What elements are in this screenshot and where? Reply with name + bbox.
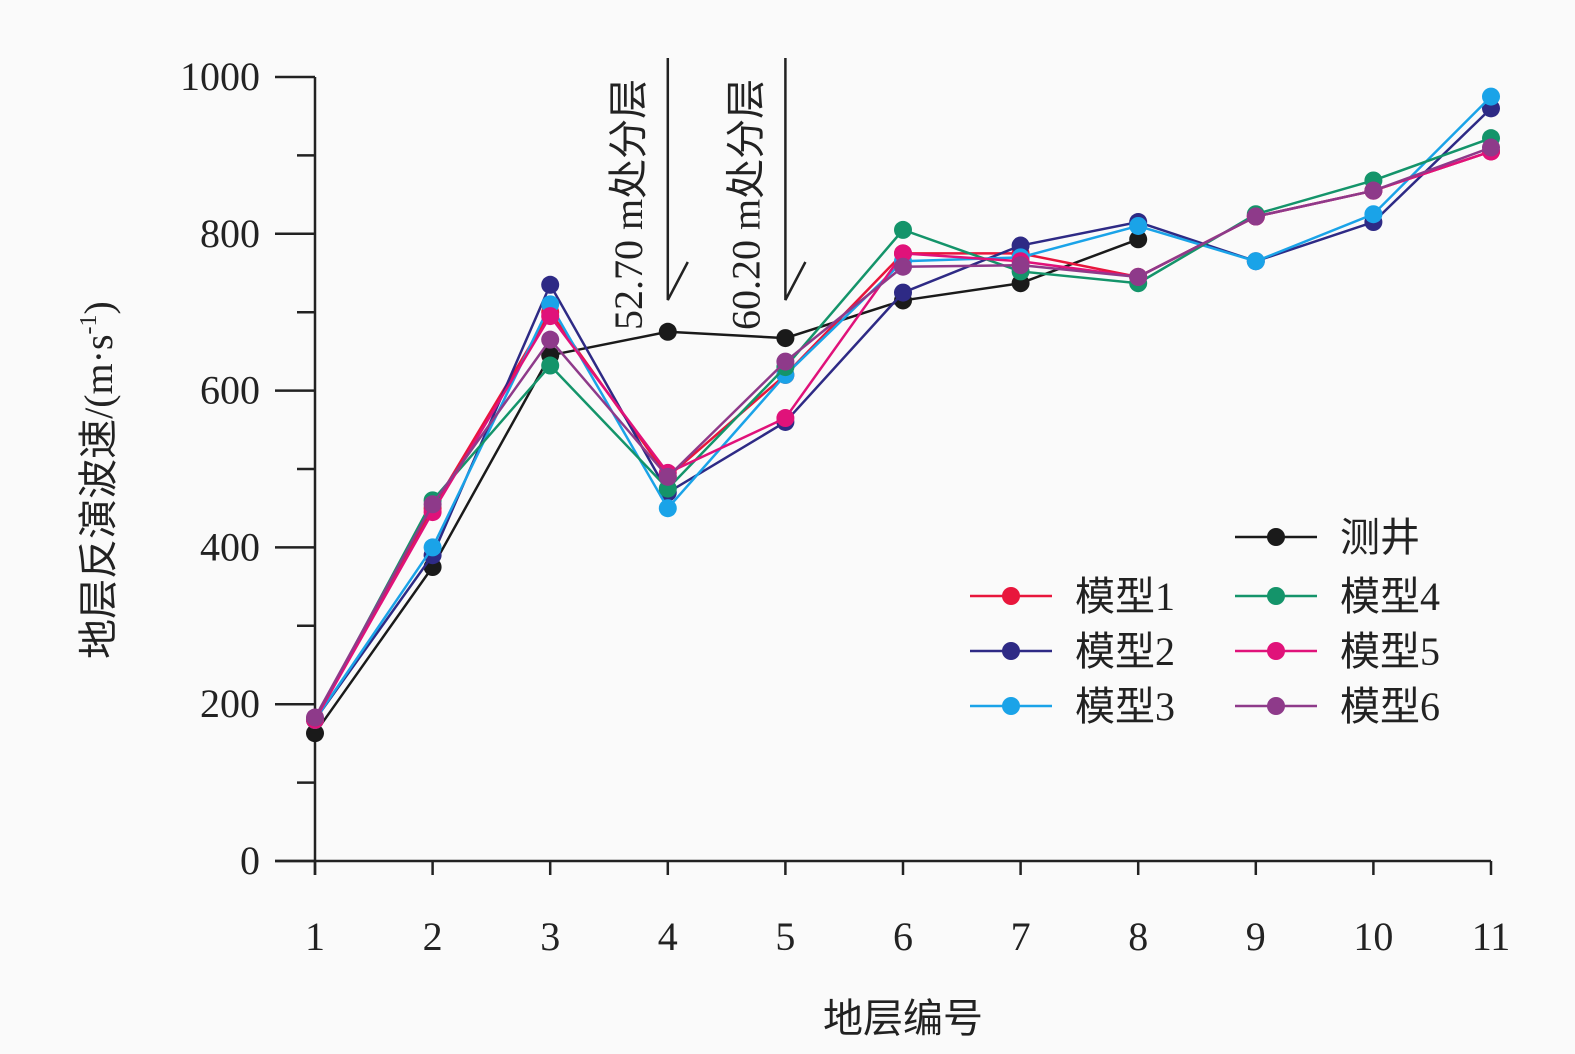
down-arrow-icon [666, 58, 689, 301]
x-tick-label: 5 [775, 914, 795, 959]
legend-marker [1002, 642, 1020, 660]
legend-marker [1267, 642, 1285, 660]
legend-label: 模型2 [1075, 629, 1175, 674]
legend-item: 模型2 [970, 629, 1175, 674]
data-point [1364, 205, 1383, 224]
y-axis-title-close: ) [76, 301, 121, 314]
legend-label: 模型4 [1340, 574, 1440, 619]
legend-label: 模型5 [1340, 629, 1440, 674]
data-point [423, 495, 442, 514]
legend-marker [1267, 528, 1285, 546]
x-tick-label: 1 [305, 914, 325, 959]
y-tick-label: 600 [200, 368, 260, 413]
data-point [894, 220, 912, 239]
data-point [658, 322, 677, 341]
x-tick-label: 7 [1011, 914, 1031, 959]
series-6 [306, 138, 1500, 727]
y-tick-label: 1000 [180, 54, 260, 99]
data-point [1364, 181, 1383, 200]
x-tick-label: 6 [893, 914, 913, 959]
data-point [1129, 230, 1148, 249]
annotations: 52.70 m处分层 60.20 m处分层 [606, 58, 807, 330]
data-point [894, 283, 912, 302]
layer-boundary-label: 60.20 m处分层 [723, 79, 768, 330]
legend-item: 模型1 [970, 574, 1175, 619]
data-point [776, 409, 795, 428]
series-2 [306, 99, 1500, 729]
x-tick-label: 8 [1128, 914, 1148, 959]
y-tick-label: 400 [200, 524, 260, 569]
data-point [541, 307, 560, 326]
axes: 0 200 400 600 800 1000 1 2 3 4 5 6 7 8 9 10 11 [180, 54, 1510, 959]
series-lines [306, 87, 1500, 743]
data-point [1246, 252, 1265, 271]
x-tick-label: 3 [540, 914, 560, 959]
data-point [306, 724, 324, 743]
legend-marker [1267, 697, 1285, 715]
data-point [1246, 207, 1265, 226]
y-tick-label: 200 [200, 681, 260, 726]
legend-item: 模型4 [1235, 574, 1440, 619]
y-axis-title-sup: -1 [76, 314, 102, 334]
data-point [1482, 87, 1500, 106]
x-axis-title: 地层编号 [823, 996, 983, 1041]
data-point [541, 275, 560, 294]
x-tick-label: 4 [658, 914, 678, 959]
data-point [776, 329, 795, 348]
legend-marker [1002, 587, 1020, 605]
legend-item: 模型6 [1235, 684, 1440, 729]
layer-boundary-label: 52.70 m处分层 [606, 79, 651, 330]
legend-item: 模型3 [970, 684, 1175, 729]
legend-marker [1267, 587, 1285, 605]
legend-item: 模型5 [1235, 629, 1440, 674]
data-point [1482, 138, 1500, 157]
data-point [894, 257, 912, 276]
legend-marker [1002, 697, 1020, 715]
y-axis-title: 地层反演波速/(m·s-1) [76, 301, 121, 659]
y-tick-label: 0 [240, 838, 260, 883]
x-tick-label: 2 [423, 914, 443, 959]
series-line [313, 238, 1139, 734]
data-point [776, 352, 795, 371]
data-point [1011, 256, 1030, 275]
legend-label: 测井 [1340, 515, 1420, 560]
y-axis-title-main: 地层反演波速/(m·s [76, 334, 121, 658]
data-point [894, 244, 912, 263]
data-point [423, 538, 442, 557]
down-arrow-icon [784, 58, 807, 301]
x-tick-label: 10 [1353, 914, 1393, 959]
legend-item: 测井 [1235, 515, 1420, 560]
data-point [306, 708, 324, 727]
legend-label: 模型3 [1075, 684, 1175, 729]
x-tick-label: 11 [1472, 914, 1511, 959]
data-point [541, 356, 560, 375]
series-3 [306, 87, 1500, 729]
data-point [658, 499, 677, 518]
data-point [658, 467, 677, 486]
data-point [541, 330, 560, 349]
data-point [1129, 267, 1148, 286]
legend-label: 模型1 [1075, 574, 1175, 619]
legend-label: 模型6 [1340, 684, 1440, 729]
data-point [1129, 216, 1148, 235]
x-tick-label: 9 [1246, 914, 1266, 959]
y-tick-label: 800 [200, 211, 260, 256]
